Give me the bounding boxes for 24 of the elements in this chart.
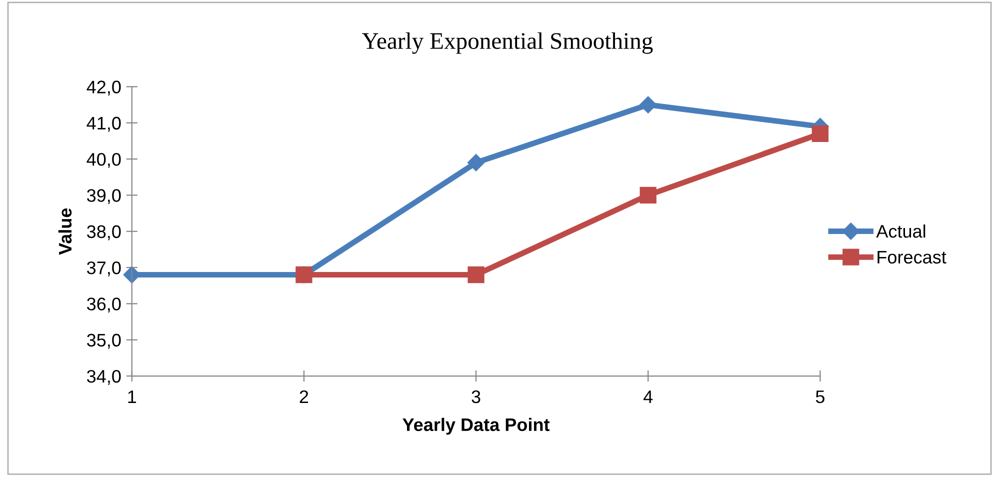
y-tick-label: 37,0	[87, 261, 121, 276]
y-tick-label: 41,0	[86, 116, 121, 132]
legend-label: Forecast	[878, 251, 946, 264]
y-tick-label: 36,0	[87, 298, 121, 313]
x-tick-label: 4	[643, 390, 653, 403]
legend-label: Actual	[876, 224, 926, 238]
y-tick-label: 39,0	[87, 189, 121, 204]
point	[640, 96, 657, 114]
point	[467, 154, 485, 172]
x-tick-label: 1	[128, 390, 136, 403]
point	[812, 125, 829, 142]
y-tick-label: 35,0	[87, 334, 121, 349]
x-tick-label: 2	[300, 390, 308, 403]
y-axis-title: Value	[58, 208, 72, 255]
y-tick-label: 38,0	[87, 225, 121, 240]
point	[640, 186, 656, 204]
x-tick-label: 3	[472, 390, 480, 404]
point	[468, 266, 484, 284]
chart-title: Yearly Exponential Smoothing	[362, 32, 653, 54]
y-tick-label: 42,0	[86, 80, 121, 96]
x-tick-label: 5	[816, 390, 824, 404]
x-axis-title: Yearly Data Point	[402, 418, 550, 435]
y-tick-label: 40,0	[86, 152, 121, 168]
y-tick-label: 34,0	[87, 370, 121, 385]
